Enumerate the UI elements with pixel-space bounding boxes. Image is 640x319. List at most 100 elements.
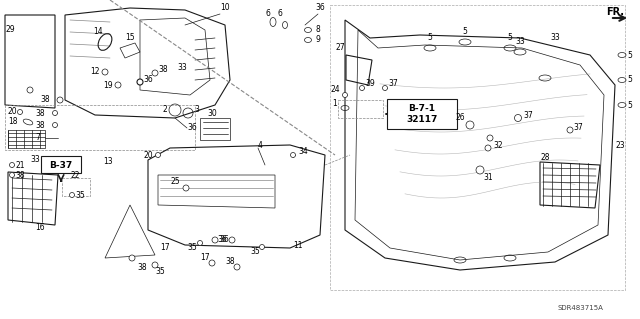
Text: 21: 21 — [15, 160, 25, 169]
Circle shape — [229, 237, 235, 243]
FancyBboxPatch shape — [387, 99, 457, 129]
Text: 19: 19 — [103, 80, 113, 90]
Text: 24: 24 — [330, 85, 340, 94]
Text: 35: 35 — [75, 190, 85, 199]
Text: 36: 36 — [219, 235, 229, 244]
Circle shape — [57, 97, 63, 103]
Circle shape — [259, 244, 264, 249]
Text: 38: 38 — [225, 257, 235, 266]
Text: 10: 10 — [220, 4, 230, 12]
Text: 5: 5 — [508, 33, 513, 42]
Circle shape — [198, 241, 202, 246]
Text: 16: 16 — [35, 224, 45, 233]
Circle shape — [476, 166, 484, 174]
Text: 37: 37 — [388, 79, 398, 88]
Text: 38: 38 — [40, 95, 50, 105]
Circle shape — [183, 185, 189, 191]
Text: 25: 25 — [170, 177, 180, 187]
Circle shape — [383, 85, 387, 91]
Text: 38: 38 — [158, 65, 168, 75]
Text: 38: 38 — [137, 263, 147, 272]
Text: 30: 30 — [207, 108, 217, 117]
Text: 27: 27 — [335, 43, 345, 53]
Text: 4: 4 — [257, 140, 262, 150]
Text: 33: 33 — [550, 33, 560, 42]
Text: SDR483715A: SDR483715A — [557, 305, 603, 311]
Circle shape — [102, 69, 108, 75]
Text: 35: 35 — [155, 268, 165, 277]
Circle shape — [17, 109, 22, 115]
Text: 32: 32 — [493, 140, 503, 150]
Circle shape — [137, 79, 143, 85]
Circle shape — [70, 192, 74, 197]
Text: 34: 34 — [298, 147, 308, 157]
Text: 36: 36 — [143, 76, 153, 85]
Text: 5: 5 — [428, 33, 433, 42]
Text: 23: 23 — [615, 140, 625, 150]
Text: 33: 33 — [30, 155, 40, 165]
FancyBboxPatch shape — [41, 156, 81, 173]
Text: 5: 5 — [628, 100, 632, 109]
Circle shape — [209, 260, 215, 266]
Text: 36: 36 — [187, 123, 197, 132]
Text: 33: 33 — [515, 38, 525, 47]
Circle shape — [129, 255, 135, 261]
Text: 36: 36 — [217, 235, 227, 244]
Text: 5: 5 — [628, 76, 632, 85]
Circle shape — [360, 85, 365, 91]
Text: 20: 20 — [8, 108, 18, 116]
Circle shape — [52, 122, 58, 128]
Text: 8: 8 — [316, 26, 321, 34]
Circle shape — [52, 110, 58, 115]
Text: 12: 12 — [90, 68, 100, 77]
Circle shape — [156, 152, 161, 158]
Text: 5: 5 — [463, 27, 467, 36]
Text: 38: 38 — [15, 170, 25, 180]
Bar — [338, 100, 383, 118]
Text: 17: 17 — [160, 243, 170, 253]
Text: 38: 38 — [35, 121, 45, 130]
Circle shape — [115, 82, 121, 88]
Text: 35: 35 — [250, 248, 260, 256]
Text: 1: 1 — [333, 99, 337, 108]
Text: 5: 5 — [628, 50, 632, 60]
Text: 31: 31 — [483, 174, 493, 182]
Circle shape — [152, 262, 158, 268]
Text: 6: 6 — [278, 10, 282, 19]
Bar — [330, 5, 625, 290]
Circle shape — [27, 87, 33, 93]
Text: 20: 20 — [143, 151, 153, 160]
Text: 37: 37 — [573, 123, 583, 132]
Text: 11: 11 — [293, 241, 303, 249]
Text: 35: 35 — [187, 243, 197, 253]
Text: 9: 9 — [316, 35, 321, 44]
Text: 29: 29 — [5, 26, 15, 34]
Text: 37: 37 — [523, 110, 533, 120]
Text: 18: 18 — [8, 117, 17, 127]
Bar — [5, 105, 195, 150]
Circle shape — [152, 70, 158, 76]
Circle shape — [291, 152, 296, 158]
Text: 33: 33 — [177, 63, 187, 72]
Text: 2: 2 — [163, 106, 168, 115]
Bar — [62, 178, 90, 196]
Circle shape — [10, 173, 15, 177]
Text: 26: 26 — [455, 114, 465, 122]
Text: 13: 13 — [103, 158, 113, 167]
Text: 28: 28 — [540, 153, 550, 162]
Text: 22: 22 — [70, 170, 80, 180]
Circle shape — [10, 162, 15, 167]
Text: 14: 14 — [93, 27, 103, 36]
Text: FR.: FR. — [606, 7, 624, 17]
Text: 17: 17 — [200, 254, 210, 263]
Text: 36: 36 — [315, 4, 325, 12]
Text: 3: 3 — [195, 106, 200, 115]
Text: 7: 7 — [36, 133, 40, 143]
Circle shape — [342, 93, 348, 98]
Text: B-37: B-37 — [49, 160, 72, 169]
Circle shape — [234, 264, 240, 270]
Text: 39: 39 — [365, 79, 375, 88]
Text: 15: 15 — [125, 33, 135, 42]
Text: 6: 6 — [266, 10, 271, 19]
Circle shape — [485, 145, 491, 151]
